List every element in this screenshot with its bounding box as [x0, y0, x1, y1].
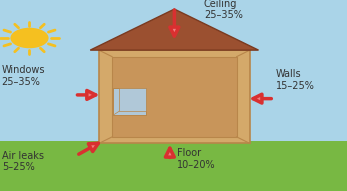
Text: Air leaks
5–25%: Air leaks 5–25% — [2, 151, 44, 172]
Polygon shape — [90, 9, 259, 50]
Bar — [112, 57, 237, 137]
Bar — [119, 88, 146, 111]
Text: Windows
25–35%: Windows 25–35% — [2, 66, 45, 87]
Bar — [0, 141, 347, 191]
Text: Floor
10–20%: Floor 10–20% — [177, 148, 215, 170]
Bar — [99, 50, 250, 143]
Text: Walls
15–25%: Walls 15–25% — [276, 69, 315, 91]
Text: Ceiling
25–35%: Ceiling 25–35% — [204, 0, 243, 20]
Circle shape — [10, 28, 49, 48]
Bar — [113, 88, 146, 115]
